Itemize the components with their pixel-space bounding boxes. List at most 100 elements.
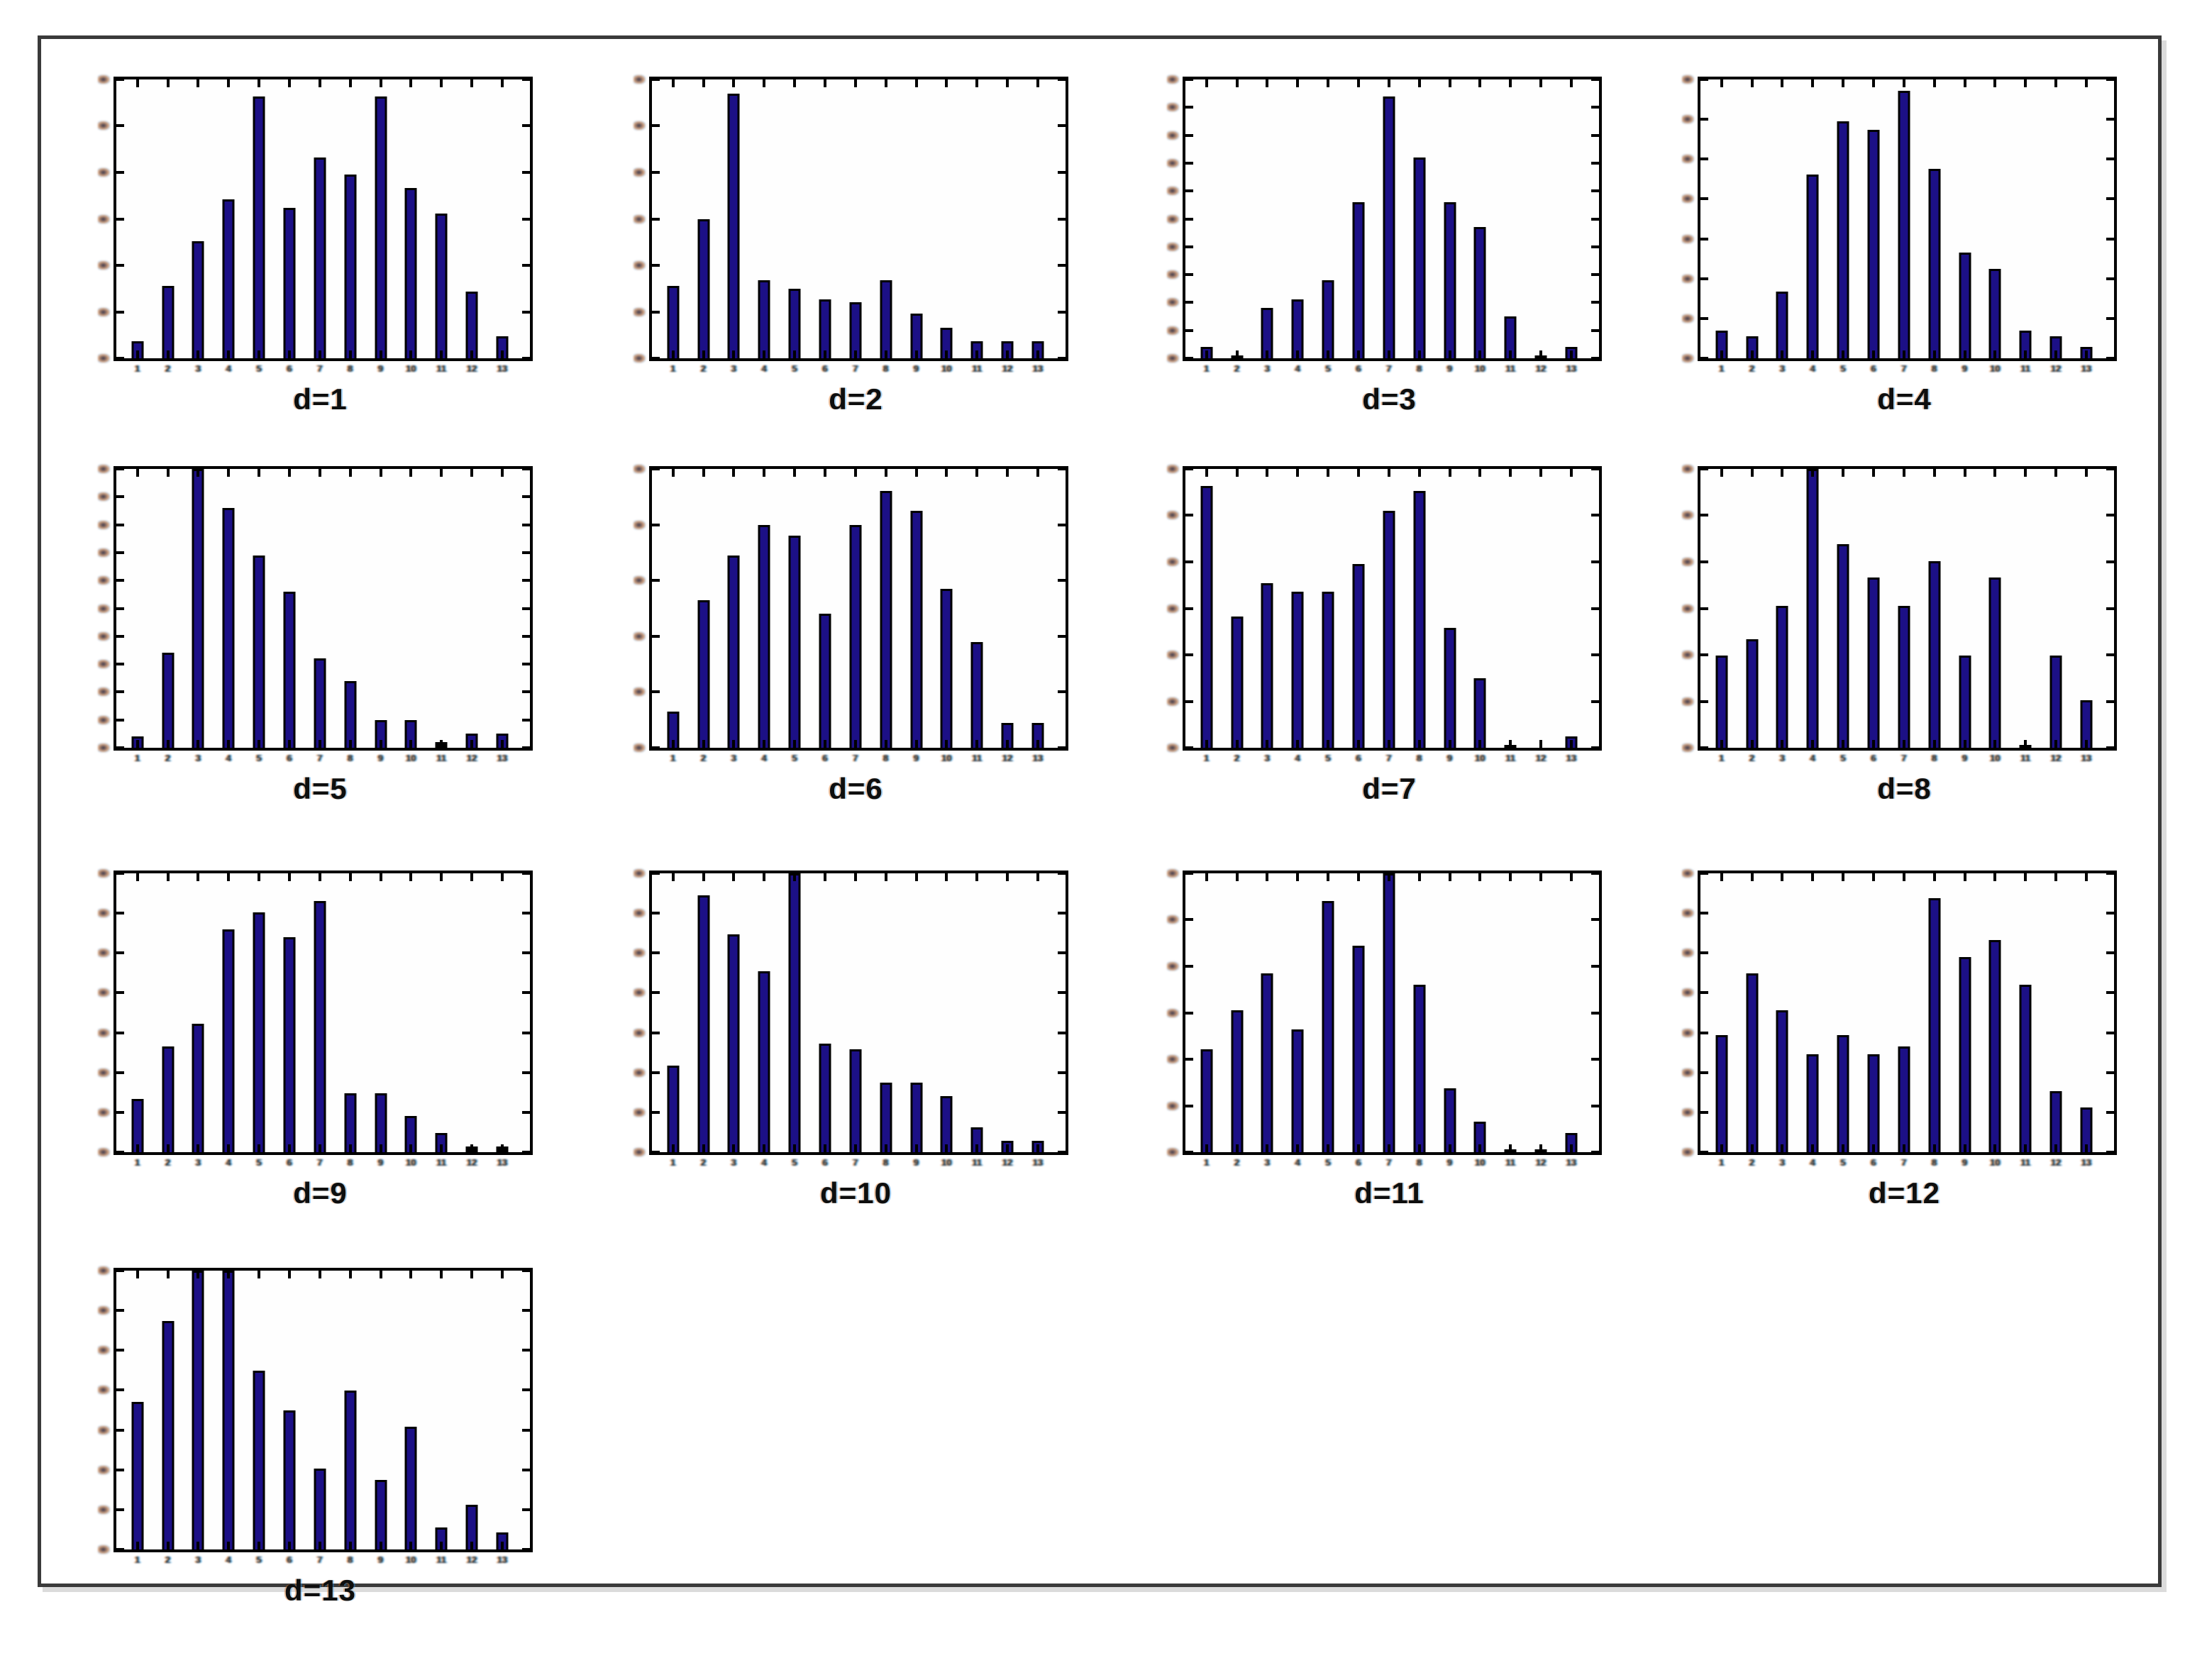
x-tick-label: 11	[972, 753, 983, 763]
y-tick	[1185, 328, 1193, 332]
y-tick	[522, 1071, 530, 1074]
y-tick	[652, 357, 660, 360]
x-tick	[945, 740, 948, 748]
x-tick	[671, 1144, 675, 1152]
y-tick	[652, 991, 660, 995]
y-tick	[2106, 357, 2114, 360]
bar-x13	[2080, 1107, 2093, 1152]
bar-x6	[283, 1410, 296, 1549]
x-tick	[1006, 873, 1009, 881]
x-tick-label: 13	[497, 1554, 508, 1565]
y-tick-label-speck	[634, 121, 646, 131]
bar-x4	[758, 971, 770, 1152]
chart-caption: d=3	[1362, 382, 1417, 416]
bar-x7	[314, 1469, 326, 1549]
x-tick	[702, 873, 705, 881]
x-tick-label: 6	[1871, 753, 1876, 763]
y-tick-label-speck	[1682, 464, 1694, 474]
x-tick-label: 7	[317, 753, 323, 763]
bar-x9	[910, 510, 923, 748]
y-tick	[652, 746, 660, 749]
x-tick	[671, 469, 675, 477]
y-tick	[1058, 634, 1066, 638]
x-tick-label: 11	[1505, 363, 1516, 374]
bar-x2	[1746, 639, 1759, 748]
y-tick	[1591, 133, 1599, 137]
x-tick	[1205, 79, 1208, 87]
y-tick	[1058, 991, 1066, 995]
y-tick	[1185, 468, 1193, 470]
y-tick	[522, 634, 530, 638]
x-tick-label: 9	[1446, 1157, 1453, 1168]
y-tick	[2106, 1110, 2114, 1114]
bar-x9	[910, 1082, 923, 1152]
y-tick-label-speck	[634, 868, 646, 878]
bar-x2	[1231, 1010, 1244, 1152]
y-tick-label-speck	[634, 631, 646, 641]
x-tick-label: 2	[1749, 1157, 1755, 1168]
x-tick	[702, 79, 705, 87]
y-tick-label-speck	[1682, 234, 1694, 244]
x-tick	[763, 1144, 766, 1152]
x-tick	[1036, 740, 1039, 748]
y-tick	[116, 124, 124, 128]
x-tick	[1811, 740, 1815, 748]
x-tick-label: 6	[1356, 1157, 1361, 1168]
bar-x6	[1867, 129, 1880, 358]
y-tick-label-speck	[1167, 914, 1179, 924]
y-tick	[1700, 746, 1708, 749]
x-tick	[1539, 469, 1543, 477]
y-tick	[1700, 560, 1708, 563]
x-tick	[1781, 350, 1784, 358]
x-tick	[1539, 873, 1543, 881]
x-tick	[1478, 740, 1482, 748]
x-tick	[823, 1144, 826, 1152]
y-tick	[1591, 245, 1599, 248]
x-tick-label: 8	[348, 753, 353, 763]
x-tick	[1993, 469, 1997, 477]
bar-x7	[1898, 90, 1910, 358]
x-tick	[2054, 79, 2058, 87]
bar-x9	[1444, 628, 1456, 748]
bar-x8	[1413, 158, 1426, 358]
y-tick-label-speck	[98, 1544, 110, 1554]
x-tick	[914, 469, 918, 477]
bar-x10	[404, 188, 417, 358]
y-tick	[522, 1110, 530, 1114]
x-tick	[2024, 469, 2027, 477]
bar-x7	[849, 302, 862, 358]
x-tick	[671, 873, 675, 881]
x-tick-label: 7	[317, 363, 323, 374]
y-tick	[522, 468, 530, 470]
x-tick	[197, 350, 200, 358]
x-tick	[440, 873, 443, 881]
bar-x5	[1837, 1034, 1849, 1152]
y-tick-label-speck	[634, 214, 646, 223]
bar-x5	[253, 555, 265, 748]
y-tick	[116, 495, 124, 499]
x-tick-label: 1	[135, 1554, 140, 1565]
x-tick-label: 4	[761, 753, 767, 763]
x-tick	[1963, 873, 1966, 881]
histogram-d12: 1 2 3 4 5 6 7 8 9 10 11 12 13 d=12	[1682, 868, 2117, 1234]
x-tick	[884, 873, 887, 881]
y-tick	[522, 1349, 530, 1352]
y-tick	[1591, 357, 1599, 360]
x-tick	[2024, 79, 2027, 87]
y-tick	[1591, 273, 1599, 277]
y-tick	[116, 1269, 124, 1272]
y-tick-label-speck	[98, 1068, 110, 1078]
x-tick	[470, 79, 474, 87]
bar-x3	[192, 469, 204, 748]
x-tick-label: 8	[1417, 363, 1422, 374]
y-tick-label-speck	[98, 631, 110, 641]
x-tick	[1509, 469, 1512, 477]
y-tick	[1185, 217, 1193, 221]
y-tick	[2106, 1031, 2114, 1034]
x-tick	[1266, 350, 1269, 358]
x-tick-label: 5	[256, 753, 262, 763]
x-tick	[197, 873, 200, 881]
y-tick	[522, 872, 530, 875]
y-tick	[1591, 106, 1599, 109]
x-tick	[470, 873, 474, 881]
